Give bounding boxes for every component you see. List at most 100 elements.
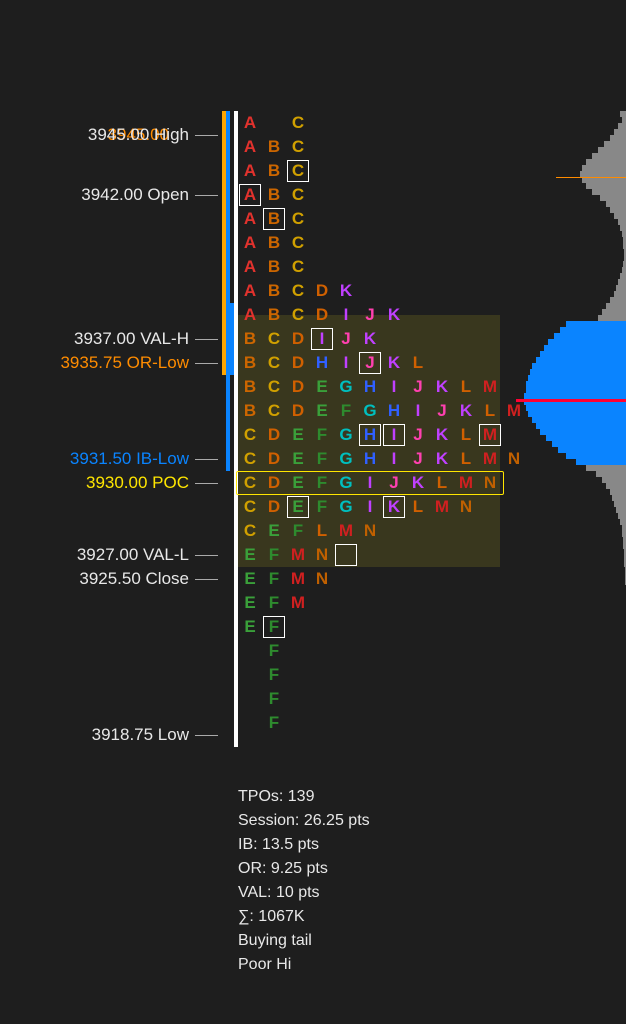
tpo-row: F bbox=[238, 663, 286, 687]
tpo-letter-C: C bbox=[238, 423, 262, 447]
tpo-letter-G: G bbox=[358, 399, 382, 423]
tpo-row: EFMN bbox=[238, 567, 334, 591]
price-label: 3931.50 IB-Low bbox=[70, 449, 189, 469]
tpo-letter-E: E bbox=[238, 591, 262, 615]
tpo-letter-F: F bbox=[262, 591, 286, 615]
tpo-letter-H: H bbox=[358, 423, 382, 447]
tpo-letter-B: B bbox=[262, 183, 286, 207]
tpo-letter-M: M bbox=[478, 447, 502, 471]
tpo-row: CDEFGHIJKLM bbox=[238, 423, 502, 447]
tpo-letter-F: F bbox=[310, 495, 334, 519]
tpo-row: CDEFGIKLMN bbox=[238, 495, 478, 519]
tpo-letter-B: B bbox=[238, 351, 262, 375]
tpo-letter-F: F bbox=[262, 543, 286, 567]
tpo-letter-B: B bbox=[262, 159, 286, 183]
tpo-letter-A: A bbox=[238, 207, 262, 231]
tpo-letter-C: C bbox=[286, 111, 310, 135]
tpo-letter-L: L bbox=[454, 423, 478, 447]
tpo-letter-L: L bbox=[454, 447, 478, 471]
tpo-letter-B: B bbox=[262, 279, 286, 303]
tpo-letter-D: D bbox=[286, 327, 310, 351]
tpo-letter-K: K bbox=[382, 351, 406, 375]
tpo-row: EFMN bbox=[238, 543, 358, 567]
tpo-letter-F: F bbox=[310, 423, 334, 447]
tpo-letter-C: C bbox=[286, 183, 310, 207]
tpo-letter-L: L bbox=[454, 375, 478, 399]
tpo-letter-A: A bbox=[238, 111, 262, 135]
tpo-letter-I: I bbox=[334, 303, 358, 327]
tpo-letter-M: M bbox=[286, 567, 310, 591]
axis-tick bbox=[195, 195, 218, 196]
tpo-letter-B: B bbox=[262, 135, 286, 159]
tpo-letter-I: I bbox=[310, 327, 334, 351]
tpo-letter-M: M bbox=[502, 399, 526, 423]
price-label: 3937.00 VAL-H bbox=[74, 329, 189, 349]
tpo-empty bbox=[238, 711, 262, 735]
tpo-row: BCDHIJKL bbox=[238, 351, 430, 375]
tpo-letter-K: K bbox=[430, 375, 454, 399]
price-label: 3942.00 Open bbox=[81, 185, 189, 205]
tpo-letter-F: F bbox=[286, 519, 310, 543]
tpo-letter-K: K bbox=[358, 327, 382, 351]
market-profile-chart: { "type": "market-profile-tpo-chart", "l… bbox=[0, 0, 626, 1024]
tpo-row: BCDEFGHIJKLM bbox=[238, 399, 526, 423]
tpo-row: BCDEGHIJKLM bbox=[238, 375, 502, 399]
tpo-letter-N: N bbox=[454, 495, 478, 519]
tpo-empty bbox=[238, 663, 262, 687]
price-label: 3935.75 OR-Low bbox=[60, 353, 189, 373]
tpo-letter-C: C bbox=[262, 351, 286, 375]
stat-sum: ∑: 1067K bbox=[238, 905, 370, 929]
tpo-letter-C: C bbox=[286, 255, 310, 279]
tpo-letter-D: D bbox=[262, 495, 286, 519]
tpo-row: CDEFGHIJKLMN bbox=[238, 447, 526, 471]
tpo-row: EFM bbox=[238, 591, 310, 615]
tpo-letter-B: B bbox=[262, 231, 286, 255]
tpo-letter-M: M bbox=[478, 375, 502, 399]
tpo-letter-D: D bbox=[286, 399, 310, 423]
tpo-letter-I: I bbox=[358, 495, 382, 519]
tpo-letter-C: C bbox=[286, 159, 310, 183]
tpo-letter-D: D bbox=[262, 423, 286, 447]
tpo-letter-C: C bbox=[286, 207, 310, 231]
tpo-row: ABC bbox=[238, 135, 310, 159]
tpo-letter-I: I bbox=[382, 375, 406, 399]
tpo-letter-E: E bbox=[286, 447, 310, 471]
tpo-letter-F: F bbox=[262, 687, 286, 711]
stat-ib: IB: 13.5 pts bbox=[238, 833, 370, 857]
range-bar-ib bbox=[226, 111, 230, 471]
tpo-letter-C: C bbox=[262, 327, 286, 351]
axis-tick bbox=[195, 339, 218, 340]
tpo-letter-J: J bbox=[406, 447, 430, 471]
tpo-letter-F: F bbox=[262, 639, 286, 663]
tpo-letter-J: J bbox=[430, 399, 454, 423]
tpo-row: F bbox=[238, 687, 286, 711]
tpo-letter-G: G bbox=[334, 423, 358, 447]
tpo-letter-D: D bbox=[310, 303, 334, 327]
tpo-row: F bbox=[238, 639, 286, 663]
tpo-letter-L: L bbox=[310, 519, 334, 543]
tpo-letter-K: K bbox=[334, 279, 358, 303]
tpo-letter-D: D bbox=[286, 351, 310, 375]
tpo-letter-C: C bbox=[238, 495, 262, 519]
tpo-letter-M: M bbox=[286, 591, 310, 615]
tpo-letter-I: I bbox=[334, 351, 358, 375]
price-label: 3927.00 VAL-L bbox=[77, 545, 189, 565]
tpo-letter-N: N bbox=[310, 543, 334, 567]
tpo-letter-J: J bbox=[334, 327, 358, 351]
tpo-letter-E: E bbox=[310, 399, 334, 423]
tpo-empty bbox=[238, 639, 262, 663]
tpo-row: ABC bbox=[238, 231, 310, 255]
tpo-letter-K: K bbox=[454, 399, 478, 423]
tpo-letter-F: F bbox=[262, 567, 286, 591]
tpo-letter-B: B bbox=[238, 399, 262, 423]
tpo-letter-C: C bbox=[262, 375, 286, 399]
tpo-letter-L: L bbox=[406, 351, 430, 375]
tpo-letter-J: J bbox=[358, 351, 382, 375]
tpo-row: F bbox=[238, 711, 286, 735]
tpo-letter-I: I bbox=[382, 447, 406, 471]
stat-note-2: Poor Hi bbox=[238, 953, 370, 977]
tpo-letter-C: C bbox=[238, 519, 262, 543]
price-label: 3945.00 High bbox=[88, 125, 189, 145]
tpo-letter-N: N bbox=[310, 567, 334, 591]
stat-tpos: TPOs: 139 bbox=[238, 785, 370, 809]
